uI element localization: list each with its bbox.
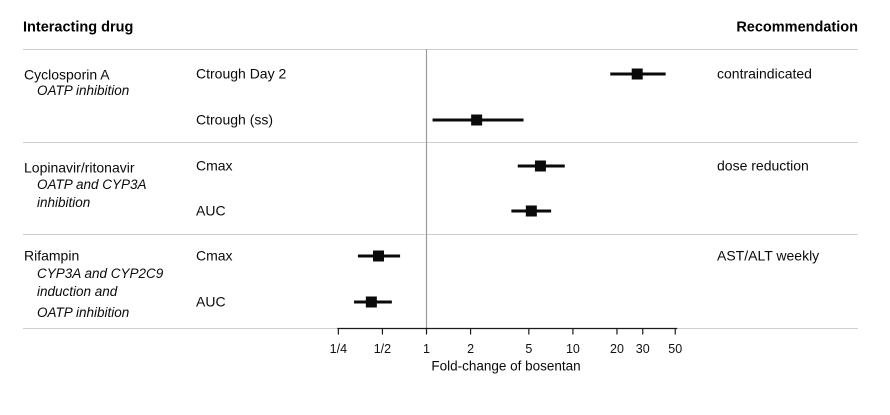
recommendation-label: contraindicated	[717, 65, 812, 82]
drug-name: Cyclosporin A	[24, 66, 110, 83]
point-estimate-marker	[525, 205, 537, 217]
x-axis-tick-label: 1	[423, 342, 430, 356]
point-estimate-marker	[631, 68, 643, 80]
column-header-interacting-drug: Interacting drug	[23, 19, 134, 36]
x-axis-label: Fold-change of bosentan	[431, 358, 581, 374]
separator-line	[23, 234, 858, 235]
x-axis-tick-label: 2	[467, 342, 474, 356]
drug-mechanism-line: CYP3A and CYP2C9	[37, 265, 164, 281]
point-estimate-marker	[365, 296, 377, 308]
x-axis-tick-label: 1/4	[330, 342, 347, 356]
drug-mechanism-line: OATP inhibition	[37, 82, 130, 98]
measure-label: AUC	[196, 202, 226, 219]
drug-name: Rifampin	[24, 247, 80, 264]
separator-line	[23, 142, 858, 143]
column-header-recommendation: Recommendation	[736, 19, 858, 36]
drug-mechanism-line: OATP and CYP3A	[37, 176, 147, 192]
point-estimate-marker	[534, 160, 546, 172]
measure-label: Ctrough Day 2	[196, 65, 287, 82]
x-axis-tick-label: 5	[525, 342, 532, 356]
drug-mechanism-line: inhibition	[37, 194, 91, 210]
drug-mechanism-line: OATP inhibition	[37, 304, 130, 320]
separator-line	[23, 49, 858, 50]
recommendation-label: AST/ALT weekly	[717, 247, 820, 264]
x-axis-tick-label: 20	[610, 342, 624, 356]
measure-label: AUC	[196, 293, 226, 310]
x-axis-tick-label: 50	[668, 342, 682, 356]
point-estimate-marker	[471, 114, 483, 126]
measure-label: Cmax	[196, 157, 233, 174]
x-axis-tick-label: 30	[636, 342, 650, 356]
measure-label: Ctrough (ss)	[196, 111, 274, 128]
point-estimate-marker	[372, 250, 384, 262]
x-axis-tick-label: 10	[566, 342, 580, 356]
drug-mechanism-line: induction and	[37, 283, 118, 299]
measure-label: Cmax	[196, 247, 233, 264]
recommendation-label: dose reduction	[717, 157, 809, 174]
drug-name: Lopinavir/ritonavir	[24, 159, 135, 176]
x-axis-tick-label: 1/2	[374, 342, 391, 356]
